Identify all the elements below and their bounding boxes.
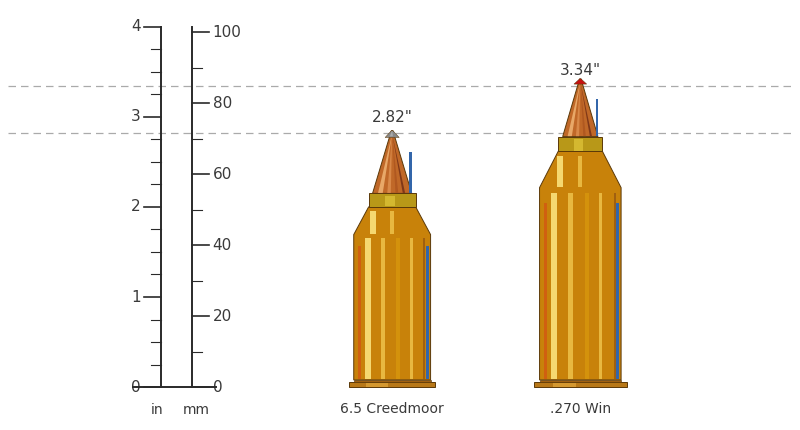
Bar (557, 156, 562, 187)
Bar (578, 156, 582, 187)
Polygon shape (392, 135, 398, 193)
Polygon shape (369, 194, 416, 207)
Polygon shape (385, 131, 399, 138)
Text: 6.5 Creedmoor: 6.5 Creedmoor (340, 402, 444, 415)
Polygon shape (392, 135, 405, 193)
Bar (616, 203, 619, 380)
Bar (366, 384, 388, 387)
Text: 4: 4 (131, 19, 141, 34)
Bar (574, 139, 583, 150)
Polygon shape (539, 151, 621, 380)
Bar (358, 246, 361, 380)
Bar (354, 380, 430, 382)
Text: mm: mm (182, 403, 210, 418)
Polygon shape (378, 135, 392, 193)
Polygon shape (354, 207, 430, 380)
Polygon shape (574, 79, 586, 84)
Bar (568, 193, 573, 380)
Bar (534, 382, 626, 387)
Bar (585, 193, 589, 380)
Polygon shape (387, 135, 392, 193)
Polygon shape (373, 131, 412, 194)
Polygon shape (581, 83, 592, 136)
Bar (381, 239, 386, 380)
Text: 1: 1 (131, 289, 141, 304)
Text: 3: 3 (130, 109, 141, 124)
Text: 0: 0 (213, 380, 222, 395)
Text: 40: 40 (213, 238, 232, 253)
Polygon shape (576, 83, 580, 136)
Bar (423, 239, 426, 380)
Bar (539, 380, 621, 382)
Bar (426, 246, 429, 380)
Polygon shape (568, 83, 580, 136)
Text: 80: 80 (213, 96, 232, 111)
Text: 2: 2 (131, 200, 141, 215)
Bar (385, 196, 395, 206)
Text: 2.82": 2.82" (372, 110, 413, 125)
Polygon shape (390, 131, 393, 136)
Bar (551, 193, 558, 380)
Bar (349, 382, 435, 387)
Bar (596, 98, 598, 136)
Bar (370, 211, 376, 234)
Bar (410, 239, 413, 380)
Text: in: in (150, 403, 163, 418)
Bar (614, 193, 615, 380)
Bar (365, 239, 370, 380)
Bar (545, 203, 546, 380)
Bar (599, 193, 602, 380)
Text: 3.34": 3.34" (560, 63, 601, 78)
Text: 100: 100 (213, 25, 242, 40)
Polygon shape (562, 79, 598, 137)
Text: .270 Win: .270 Win (550, 402, 611, 415)
Bar (390, 211, 394, 234)
Bar (553, 384, 576, 387)
Text: 60: 60 (213, 167, 232, 182)
Polygon shape (558, 137, 602, 151)
Polygon shape (580, 83, 586, 136)
Text: 20: 20 (213, 309, 232, 324)
Bar (396, 239, 400, 380)
Bar (410, 152, 412, 193)
Text: 0: 0 (131, 380, 141, 395)
